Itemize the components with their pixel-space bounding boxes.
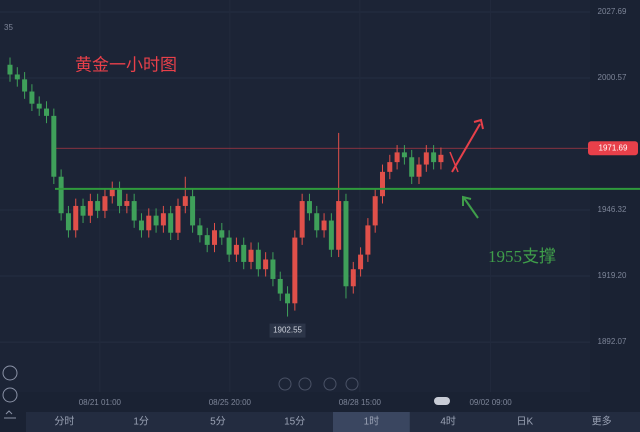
candle-body [182,196,188,206]
toolbar-button[interactable]: 4时 [440,416,456,428]
y-tick-label: 1892.07 [598,337,627,346]
last-price-label: 1971.69 [599,143,628,152]
candle-body [248,249,254,262]
arrow-support [463,197,479,219]
candle-body [160,213,166,226]
toolbar-button[interactable]: 1分 [133,416,149,428]
candle-body [212,230,218,245]
candle-body [365,225,371,255]
candle-body [80,205,86,216]
candle-body [117,188,123,206]
candle-body [102,196,108,211]
scroll-handle[interactable] [434,397,450,405]
candle-body [270,259,276,279]
low-label: 1902.55 [273,326,302,335]
candle-body [87,201,93,216]
candle-body [423,152,429,165]
candle-body [292,237,298,304]
x-tick-label: 08/28 15:00 [339,398,382,407]
y-tick-label: 2000.57 [598,73,627,82]
candle-body [394,152,400,163]
candle-body [7,64,13,75]
candle-body [321,220,327,231]
candle-body [138,220,144,231]
candle-body [146,215,152,231]
y-tick-label: 1919.20 [598,271,627,280]
candle-body [44,108,50,116]
candle-body [431,152,437,163]
candle-body [190,196,196,226]
toolbar-button[interactable]: 分时 [54,416,74,428]
candle-body [197,225,203,236]
candle-body [241,244,247,262]
candle-body [438,154,444,163]
candle-body [306,201,312,214]
candle-body [314,213,320,231]
toolbar-button[interactable]: 5分 [210,416,226,428]
candle-body [372,196,378,226]
candle-body [109,188,115,197]
candle-body [51,115,57,177]
toolbar-button[interactable]: 1时 [364,416,380,428]
toolbar-button[interactable]: 更多 [592,415,612,428]
candle-body [58,176,64,214]
candle-body [22,79,28,92]
candle-body [233,244,239,255]
candle-body [226,237,232,255]
side-tools[interactable] [2,365,18,419]
x-tick-label: 09/02 09:00 [469,398,512,407]
candle-body [299,201,305,238]
candle-body [358,254,364,270]
candle-body [168,213,174,233]
arrow-support-head [462,195,472,206]
y-tick-label: 1946.32 [598,205,627,214]
x-tick-label: 08/21 01:00 [79,398,122,407]
arrow-up-head [473,118,484,130]
y-tick-label: 2027.69 [598,7,627,16]
candle-body [65,213,71,231]
candle-body [285,293,291,304]
candle-body [14,74,20,80]
candle-body [124,201,130,206]
candle-body [175,205,181,233]
candle-body [153,215,159,226]
toolbar-button[interactable]: 日K [517,417,534,428]
arrow-down [449,151,459,173]
candle-body [343,201,349,287]
candle-body [29,91,35,104]
low-label-box [269,323,306,338]
candle-body [131,201,137,221]
candle-body [95,201,101,211]
candle-body [336,201,342,250]
candle-body [255,249,261,270]
last-price-box [588,141,638,156]
candle-body [204,235,210,245]
support-annotation: 1955支撑 [488,247,556,266]
candle-body [379,171,385,197]
zoom-controls[interactable] [278,377,359,391]
candle-body [350,269,356,287]
candle-body [73,205,79,231]
x-tick-label: 08/25 20:00 [209,398,252,407]
candle-body [409,157,415,177]
candle-body [277,278,283,294]
candle-body [263,259,269,270]
arrow-up [451,123,481,173]
candle-body [387,162,393,172]
chart-title: 黄金一小时图 [75,55,177,74]
candle-body [219,230,225,238]
candle-body [36,103,42,109]
candle-body [328,220,334,250]
corner-label: 35 [4,23,13,32]
candle-body [416,164,422,177]
toolbar-button[interactable]: 15分 [284,416,305,428]
toolbar-selected [333,412,410,432]
candle-body [401,152,407,158]
